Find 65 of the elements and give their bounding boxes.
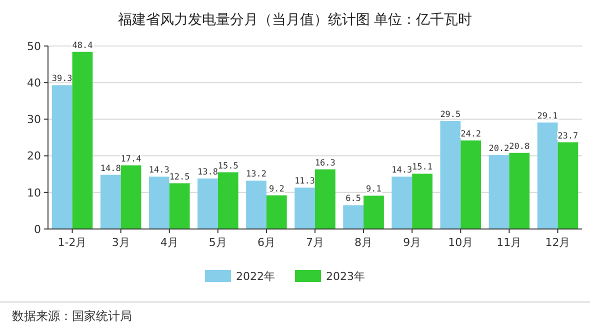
- bar: [343, 205, 364, 229]
- data-label: 6.5: [346, 194, 362, 204]
- bar: [392, 176, 412, 229]
- data-label: 12.5: [169, 172, 190, 182]
- data-label: 13.8: [197, 167, 218, 178]
- x-tick-label: 3月: [112, 236, 130, 249]
- x-tick-label: 12月: [545, 236, 570, 249]
- legend-label: 2023年: [326, 270, 365, 283]
- y-tick-label: 10: [27, 186, 41, 200]
- data-label: 14.8: [100, 164, 121, 174]
- data-label: 48.4: [72, 40, 93, 51]
- y-tick-label: 0: [34, 222, 41, 236]
- x-tick-label: 1-2月: [58, 236, 87, 249]
- bar: [412, 174, 432, 229]
- bar: [440, 121, 461, 229]
- bar: [509, 152, 530, 229]
- data-label: 20.2: [488, 144, 510, 154]
- x-tick-label: 10月: [448, 236, 474, 249]
- y-tick-label: 20: [27, 150, 41, 163]
- y-tick-label: 50: [27, 40, 41, 53]
- data-label: 24.2: [460, 129, 482, 140]
- bar: [218, 172, 238, 229]
- bar: [120, 165, 142, 229]
- bar: [52, 85, 72, 229]
- data-label: 29.5: [440, 110, 461, 120]
- bar: [460, 140, 482, 229]
- bar: [537, 122, 558, 229]
- bar: [488, 155, 510, 229]
- x-tick-label: 4月: [160, 236, 178, 249]
- bar: [198, 178, 218, 229]
- bar: [294, 188, 315, 229]
- legend-label: 2022年: [236, 270, 275, 283]
- data-label: 14.3: [148, 166, 170, 176]
- bar: [266, 195, 287, 229]
- y-tick-label: 30: [27, 113, 41, 126]
- x-tick-label: 11月: [496, 236, 522, 249]
- chart-title: 福建省风力发电量分月（当月值）统计图 单位：亿千瓦时: [118, 12, 472, 28]
- y-tick-label: 40: [27, 76, 41, 90]
- source-note: 数据来源：国家统计局: [12, 309, 132, 323]
- bar: [246, 180, 266, 229]
- data-label: 9.2: [268, 184, 284, 194]
- data-label: 13.2: [246, 170, 266, 180]
- x-tick-label: 6月: [257, 236, 276, 249]
- bar: [364, 196, 384, 229]
- data-label: 9.1: [366, 184, 382, 195]
- data-label: 17.4: [120, 154, 142, 164]
- bar: [315, 169, 336, 229]
- x-tick-label: 9月: [403, 236, 422, 249]
- bar: [148, 176, 170, 229]
- data-label: 14.3: [392, 166, 412, 176]
- x-tick-label: 7月: [306, 236, 324, 249]
- bar: [72, 52, 93, 229]
- data-label: 29.1: [537, 111, 558, 122]
- data-label: 11.3: [294, 176, 316, 187]
- data-label: 39.3: [52, 74, 72, 84]
- x-tick-label: 5月: [208, 236, 227, 249]
- x-tick-label: 8月: [354, 236, 373, 249]
- bar: [100, 174, 121, 229]
- bar: [169, 183, 190, 229]
- data-label: 15.5: [218, 161, 238, 172]
- data-label: 15.1: [412, 162, 433, 173]
- data-label: 16.3: [314, 158, 336, 168]
- data-label: 20.8: [509, 142, 530, 152]
- bar: [558, 142, 578, 229]
- data-label: 23.7: [558, 131, 578, 142]
